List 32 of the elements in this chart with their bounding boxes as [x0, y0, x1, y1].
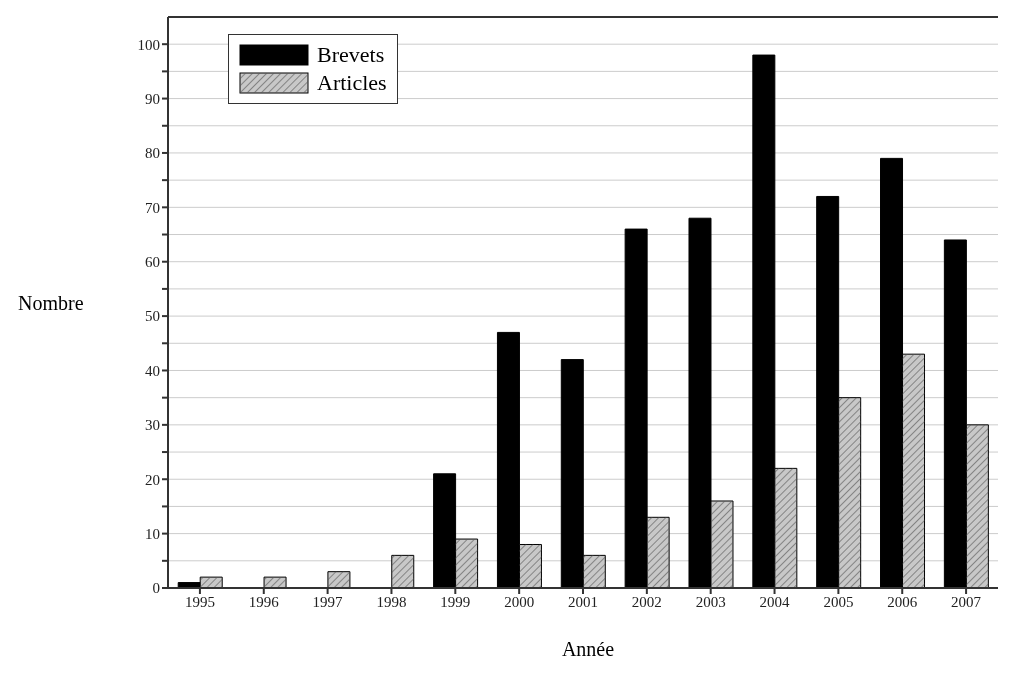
x-tick-label: 2004 — [759, 593, 791, 610]
x-tick-label: 2001 — [568, 593, 598, 610]
x-tick-label: 1996 — [248, 593, 280, 610]
legend-label: Brevets — [317, 42, 385, 68]
x-tick-label: 2007 — [951, 593, 982, 610]
x-tick-label: 2002 — [631, 593, 662, 610]
y-tick-label: 100 — [137, 36, 160, 53]
y-tick-label: 70 — [145, 199, 160, 216]
bar — [560, 359, 584, 588]
bar — [752, 54, 776, 588]
y-tick-label: 30 — [145, 417, 160, 434]
y-tick-label: 90 — [145, 90, 160, 107]
x-tick-label: 2006 — [887, 593, 918, 610]
x-tick-label: 2003 — [695, 593, 726, 610]
x-tick-label: 1999 — [440, 593, 471, 610]
y-tick-label: 80 — [145, 145, 160, 162]
x-tick-label: 2000 — [504, 593, 535, 610]
y-tick-label: 20 — [145, 471, 160, 488]
x-tick-label: 2005 — [823, 593, 854, 610]
y-tick-label: 10 — [145, 525, 160, 542]
bar — [880, 157, 904, 588]
legend-label: Articles — [317, 70, 387, 96]
x-axis-title: Année — [560, 638, 616, 661]
x-tick-label: 1995 — [184, 593, 215, 610]
y-axis-title: Nombre — [18, 291, 84, 314]
y-tick-label: 40 — [145, 362, 160, 379]
y-tick-label: 60 — [145, 254, 160, 271]
y-tick-label: 50 — [145, 308, 160, 325]
x-tick-label: 1998 — [376, 593, 407, 610]
y-tick-label: 0 — [152, 580, 160, 597]
bar — [496, 331, 520, 588]
x-tick-label: 1997 — [312, 593, 344, 610]
